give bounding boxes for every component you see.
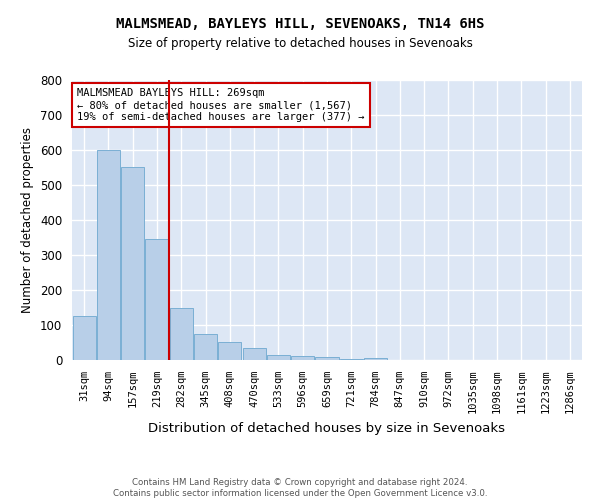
Bar (340, 358, 363, 360)
Text: MALMSMEAD BAYLEYS HILL: 269sqm
← 80% of detached houses are smaller (1,567)
19% : MALMSMEAD BAYLEYS HILL: 269sqm ← 80% of … (77, 88, 365, 122)
Y-axis label: Number of detached properties: Number of detached properties (22, 127, 34, 313)
Bar (170, 308, 193, 360)
X-axis label: Distribution of detached houses by size in Sevenoaks: Distribution of detached houses by size … (149, 422, 505, 435)
Bar (218, 342, 241, 360)
Bar (97, 150, 120, 360)
Bar (73, 316, 95, 360)
Text: MALMSMEAD, BAYLEYS HILL, SEVENOAKS, TN14 6HS: MALMSMEAD, BAYLEYS HILL, SEVENOAKS, TN14… (116, 18, 484, 32)
Bar (242, 348, 266, 360)
Bar (267, 355, 290, 360)
Bar (145, 240, 169, 360)
Bar (194, 334, 217, 360)
Bar (121, 168, 144, 360)
Bar (316, 357, 338, 360)
Bar (364, 358, 387, 360)
Text: Size of property relative to detached houses in Sevenoaks: Size of property relative to detached ho… (128, 38, 472, 51)
Text: Contains HM Land Registry data © Crown copyright and database right 2024.
Contai: Contains HM Land Registry data © Crown c… (113, 478, 487, 498)
Bar (291, 356, 314, 360)
